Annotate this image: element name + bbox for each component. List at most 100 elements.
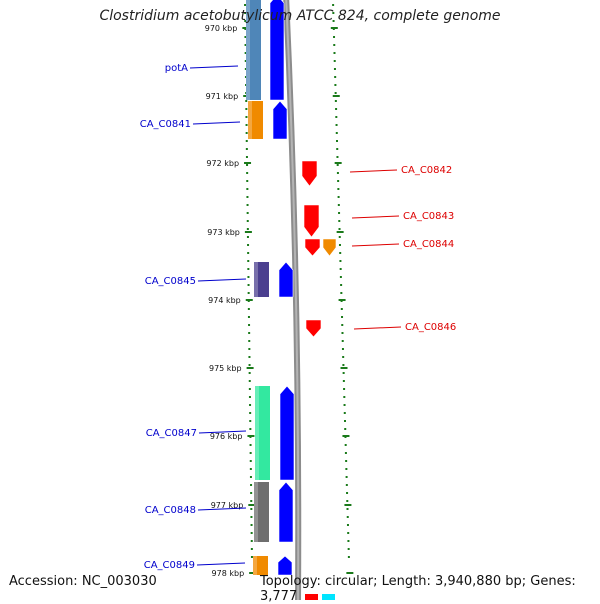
track-dot xyxy=(250,508,253,510)
track-dot xyxy=(246,188,249,190)
offpage-gene-red xyxy=(305,594,318,600)
track-dot xyxy=(345,460,348,462)
track-dot xyxy=(247,268,250,270)
gene-ca-c0848: CA_C0848 xyxy=(145,482,269,542)
track-dot xyxy=(248,388,251,390)
track-dot xyxy=(338,220,341,222)
major-tick-right xyxy=(342,435,350,437)
label-leader xyxy=(192,121,241,125)
cog-block-shine xyxy=(246,0,250,100)
track-dot xyxy=(246,236,249,238)
track-dot xyxy=(345,484,348,486)
track-dot xyxy=(344,420,346,422)
gene-ca-c0845: CA_C0845 xyxy=(145,262,269,297)
major-tick-right xyxy=(334,162,342,164)
cog-block-shine xyxy=(253,556,257,575)
track-dot xyxy=(335,108,338,110)
major-tick-right xyxy=(336,231,344,233)
cog-block xyxy=(255,386,270,480)
tick-label: 974 kbp xyxy=(208,296,241,305)
track-dot xyxy=(341,340,344,342)
track-dot xyxy=(339,252,342,254)
major-tick-right xyxy=(344,504,352,506)
gene-label: CA_C0842 xyxy=(401,165,452,176)
track-dot xyxy=(347,532,350,534)
major-tick-right xyxy=(330,27,338,29)
gene-label: potA xyxy=(165,63,188,74)
track-dot xyxy=(346,508,349,510)
gene-label: CA_C0844 xyxy=(403,239,454,250)
track-dot xyxy=(337,204,340,206)
tick-label: 975 kbp xyxy=(209,364,242,373)
track-dot xyxy=(248,372,251,374)
track-dot xyxy=(339,268,342,270)
track-dot xyxy=(336,172,339,174)
track-dot xyxy=(244,20,247,22)
major-tick-left xyxy=(245,299,253,301)
label-leader xyxy=(197,507,247,511)
tick-label: 978 kbp xyxy=(212,569,245,578)
gene-ca-c0849: CA_C0849 xyxy=(144,556,268,575)
cog-block xyxy=(253,556,268,575)
track-dot xyxy=(246,212,249,214)
track-dot xyxy=(250,516,253,518)
track-dot xyxy=(245,116,248,118)
gene-label: CA_C0849 xyxy=(144,560,195,571)
track-dot xyxy=(250,556,253,558)
genome-backbone-highlight xyxy=(285,0,300,600)
cog-block xyxy=(254,262,269,297)
label-leader xyxy=(351,215,400,219)
track-dot xyxy=(244,52,247,54)
track-dot xyxy=(333,60,336,62)
major-tick-right xyxy=(340,367,348,369)
track-dot xyxy=(248,380,251,382)
track-dot xyxy=(343,412,346,414)
track-dot xyxy=(341,316,344,318)
track-dot xyxy=(246,196,249,198)
track-dot xyxy=(244,12,247,14)
track-dot xyxy=(245,140,248,142)
cog-block-shine xyxy=(254,262,258,297)
track-dot xyxy=(339,276,342,278)
track-dot xyxy=(333,68,336,70)
track-dot xyxy=(338,236,341,238)
gene-label: CA_C0846 xyxy=(405,322,456,333)
track-dot xyxy=(250,524,253,526)
gene-ca-c0843: CA_C0843 xyxy=(303,204,454,238)
track-dot xyxy=(249,452,252,454)
track-dot xyxy=(334,92,337,94)
tick-label: 976 kbp xyxy=(210,432,243,441)
track-dot xyxy=(247,252,250,254)
track-dot xyxy=(332,20,335,22)
track-dot xyxy=(250,500,253,502)
label-leader xyxy=(197,278,247,282)
track-dot xyxy=(346,516,349,518)
track-dot xyxy=(333,52,336,54)
track-dot xyxy=(345,468,348,470)
track-dot xyxy=(341,332,344,334)
track-dot xyxy=(333,44,336,46)
track-dot xyxy=(249,444,252,446)
track-dot xyxy=(343,396,346,398)
track-dot xyxy=(245,108,248,110)
gene-arrow xyxy=(269,0,285,101)
tick-label: 977 kbp xyxy=(211,501,244,510)
gene-arrow xyxy=(301,160,318,187)
track-dot xyxy=(342,364,345,366)
cog-block xyxy=(254,482,269,542)
gene-arrow-secondary xyxy=(322,238,337,257)
track-dot xyxy=(334,76,337,78)
track-dot xyxy=(244,36,247,38)
track-dot xyxy=(244,44,247,46)
track-dot xyxy=(246,172,249,174)
track-dot xyxy=(337,188,340,190)
right-tick-track xyxy=(332,4,350,558)
track-dot xyxy=(248,348,251,350)
track-dot xyxy=(248,340,251,342)
gene-arrow xyxy=(272,100,288,140)
track-dot xyxy=(250,492,253,494)
track-dot xyxy=(249,404,252,406)
track-dot xyxy=(247,308,250,310)
track-dot xyxy=(244,76,247,78)
track-dot xyxy=(250,532,253,534)
